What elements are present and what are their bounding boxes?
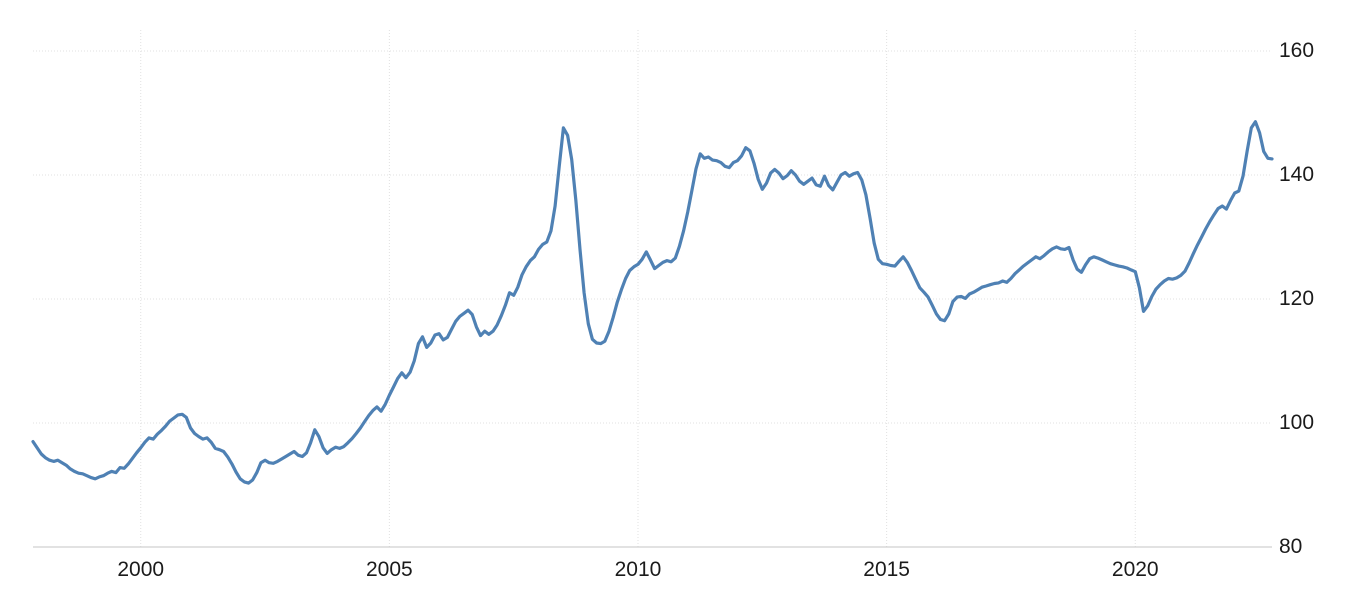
y-tick-label-160: 160	[1279, 39, 1315, 62]
x-tick-label-2005: 2005	[366, 558, 413, 581]
x-tick-label-2000: 2000	[117, 558, 165, 581]
y-tick-label-100: 100	[1279, 411, 1315, 434]
x-tick-label-2010: 2010	[614, 558, 662, 581]
x-tick-label-2020: 2020	[1111, 558, 1159, 581]
y-tick-label-120: 120	[1279, 287, 1315, 310]
y-tick-label-80: 80	[1279, 535, 1303, 558]
y-tick-label-140: 140	[1279, 163, 1315, 186]
x-tick-label-2015: 2015	[863, 558, 910, 581]
